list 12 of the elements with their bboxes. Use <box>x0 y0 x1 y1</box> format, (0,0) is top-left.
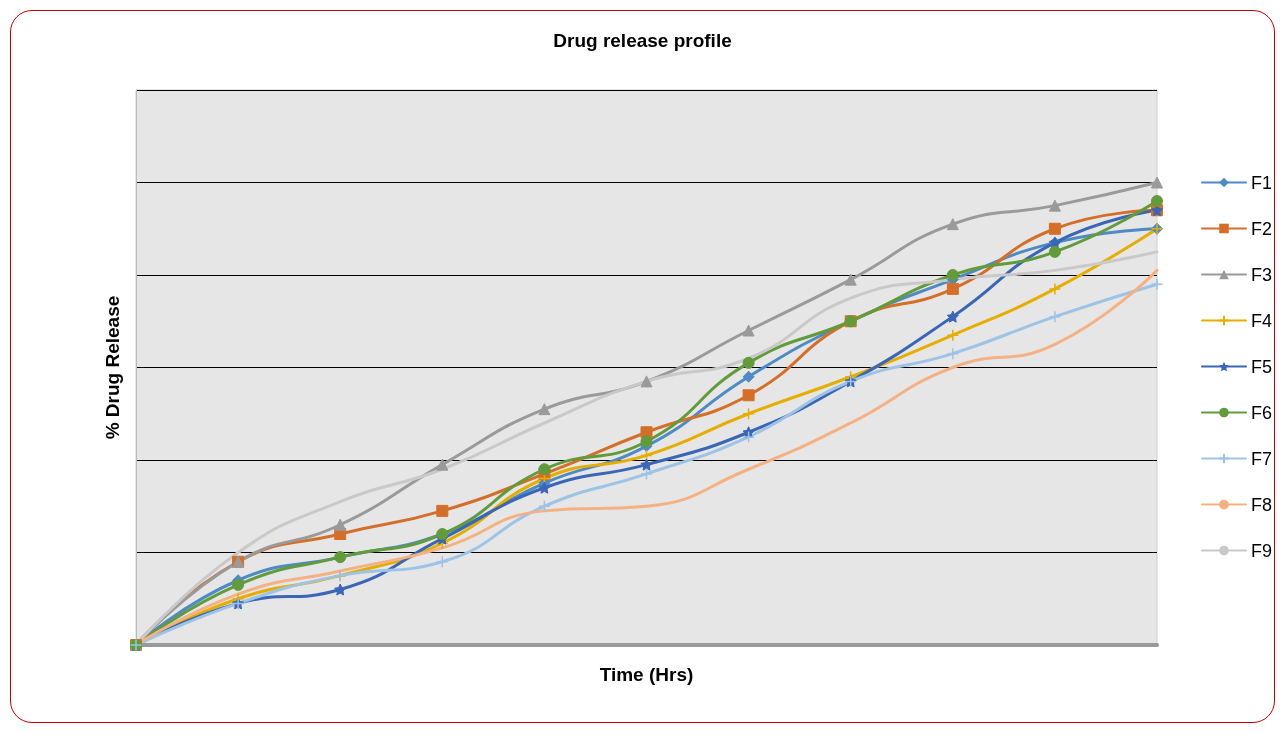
legend-label: F6 <box>1250 402 1273 423</box>
x-axis-title: Time (Hrs) <box>599 664 694 685</box>
y-axis-title: % Drug Release <box>102 295 123 440</box>
legend-label: F8 <box>1250 494 1273 515</box>
legend-label: F7 <box>1250 448 1273 469</box>
legend-label: F3 <box>1250 264 1273 285</box>
legend-label: F9 <box>1250 540 1273 561</box>
legend-label: F5 <box>1250 356 1273 377</box>
legend-label: F1 <box>1250 172 1273 193</box>
legend-label: F2 <box>1250 218 1273 239</box>
chart-title: Drug release profile <box>553 30 732 51</box>
legend-label: F4 <box>1250 310 1273 331</box>
